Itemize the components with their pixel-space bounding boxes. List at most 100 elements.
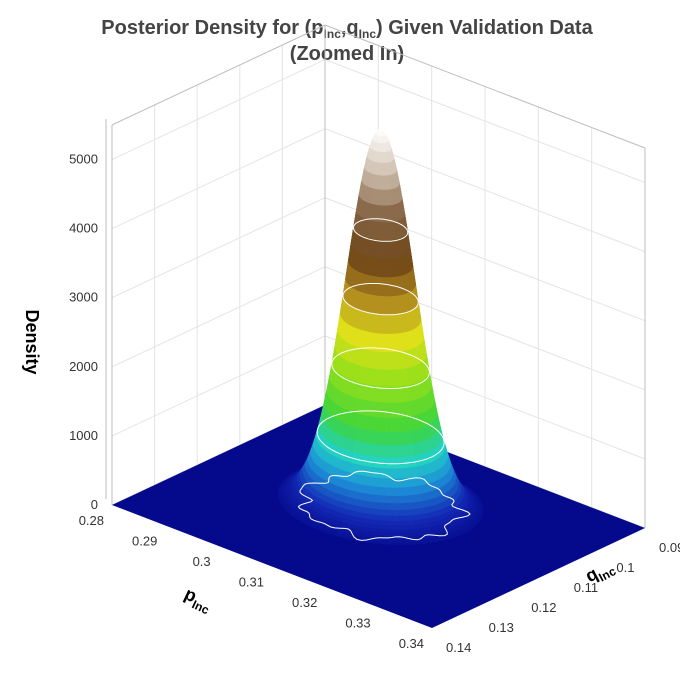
- surface-facet: [386, 352, 392, 371]
- surface-facet: [374, 401, 380, 419]
- surface-facet: [388, 432, 395, 446]
- surface-facet: [376, 276, 381, 297]
- surface-facet: [395, 541, 406, 545]
- surface-facet: [378, 514, 387, 522]
- surface-facet: [378, 431, 385, 446]
- density-surface: [277, 129, 484, 545]
- x-tick-label: 0.3: [193, 554, 211, 569]
- surface-facet: [385, 529, 395, 534]
- surface-facet: [377, 540, 388, 545]
- surface-facet: [366, 476, 374, 488]
- surface-facet: [375, 351, 380, 370]
- surface-facet: [385, 503, 393, 511]
- surface-facet: [385, 515, 394, 522]
- x-tick-label: 0.29: [132, 534, 157, 549]
- surface-facet: [394, 445, 401, 459]
- y-tick-label: 0.14: [446, 640, 471, 655]
- surface-facet: [379, 295, 384, 316]
- surface-facet: [382, 296, 387, 316]
- surface-facet: [371, 494, 380, 504]
- surface-facet: [368, 430, 375, 445]
- surface-facet: [373, 416, 380, 433]
- surface-facet: [371, 350, 377, 370]
- surface-facet: [378, 402, 385, 419]
- surface-facet: [360, 475, 368, 487]
- surface-facet: [389, 445, 396, 459]
- contour-line: [297, 470, 471, 541]
- contour-line: [353, 218, 409, 242]
- surface-facet: [375, 333, 380, 353]
- surface-facet: [375, 314, 381, 335]
- surface-facet: [377, 221, 381, 241]
- surface-facet: [378, 495, 386, 504]
- surface-facet: [381, 175, 384, 191]
- surface-facet: [359, 484, 368, 495]
- surface-facet: [369, 416, 375, 432]
- surface-facet: [373, 444, 380, 458]
- surface-facet: [378, 417, 385, 433]
- surface-facet: [372, 477, 380, 488]
- title-suffix: ) Given Validation Data: [376, 17, 594, 39]
- z-tick-label: 3000: [69, 290, 98, 305]
- surface-facet: [397, 495, 406, 505]
- surface-facet: [404, 502, 413, 511]
- surface-facet: [381, 205, 385, 224]
- z-tick-label: 0: [91, 497, 98, 512]
- surface-facet: [365, 493, 373, 503]
- surface-facet: [365, 485, 374, 496]
- surface-facet: [390, 487, 399, 497]
- surface-facet: [391, 495, 399, 505]
- surface-facet: [400, 525, 410, 531]
- title-prefix: Posterior Density for (p: [101, 17, 323, 39]
- surface-facet: [382, 277, 387, 297]
- contour-line: [342, 283, 419, 316]
- surface-facet: [391, 509, 400, 517]
- title-sub-2: Inc: [359, 27, 377, 41]
- x-tick-label: 0.31: [239, 575, 264, 590]
- surface-facet: [364, 415, 371, 431]
- surface-facet: [376, 257, 381, 278]
- y-tick-label: 0.09: [659, 540, 680, 555]
- contour-line: [331, 347, 430, 389]
- surface-facet: [392, 520, 402, 527]
- surface-facet: [398, 509, 407, 517]
- surface-facet: [363, 429, 370, 444]
- wall-edge: [111, 24, 326, 126]
- y-tick-label: 0.12: [531, 600, 556, 615]
- surface-facet: [405, 509, 414, 517]
- surface-facet: [393, 525, 402, 531]
- surface-facet: [388, 417, 395, 433]
- surface-facet: [382, 351, 388, 371]
- surface-facet: [379, 386, 385, 404]
- surface-facet: [382, 258, 386, 278]
- z-axis-label: Density: [22, 309, 42, 374]
- surface-facet: [378, 444, 385, 458]
- surface-facet: [378, 502, 386, 511]
- surface-facet: [399, 520, 409, 527]
- surface-facet: [372, 313, 377, 334]
- surface-facet: [378, 509, 387, 517]
- surface-facet: [391, 503, 400, 511]
- surface-facet: [382, 333, 388, 353]
- x-axis-label: pInc: [180, 584, 216, 618]
- surface-facet: [402, 487, 411, 497]
- x-axis-label-sub: Inc: [190, 597, 212, 617]
- surface-facet: [384, 478, 392, 489]
- surface-facet: [406, 515, 415, 522]
- surface-facet: [386, 541, 397, 545]
- floor-layer: [112, 129, 645, 628]
- surface-facet: [383, 386, 389, 404]
- z-tick-label: 5000: [69, 152, 98, 167]
- surface-facet: [406, 520, 416, 527]
- surface-facet: [383, 369, 389, 388]
- surface-facet: [381, 222, 385, 241]
- z-tick-label: 2000: [69, 359, 98, 374]
- surface-facet: [411, 540, 423, 545]
- surface-facet: [381, 162, 384, 177]
- z-tick-label: 4000: [69, 221, 98, 236]
- surface-facet: [379, 333, 384, 353]
- y-tick-label: 0.11: [574, 580, 598, 595]
- surface-facet: [381, 189, 385, 207]
- surface-facet: [420, 540, 431, 544]
